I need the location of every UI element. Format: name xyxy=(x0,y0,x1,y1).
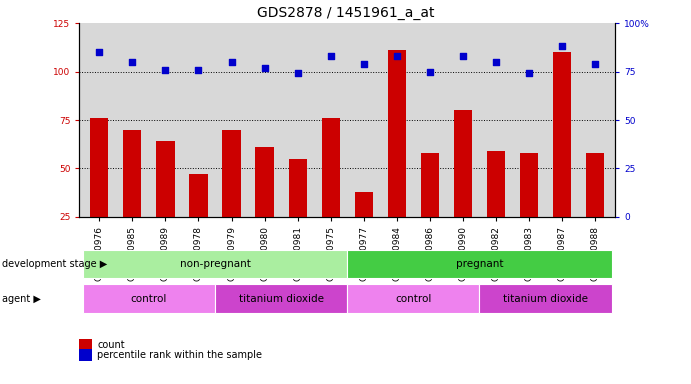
Text: titanium dioxide: titanium dioxide xyxy=(503,293,588,304)
Point xyxy=(259,65,270,71)
Point xyxy=(325,53,337,59)
Text: count: count xyxy=(97,340,125,350)
Point xyxy=(358,61,369,67)
Text: control: control xyxy=(131,293,167,304)
Text: development stage ▶: development stage ▶ xyxy=(2,259,107,269)
Bar xyxy=(321,118,340,217)
Point xyxy=(94,49,105,55)
Point xyxy=(424,68,435,74)
Text: percentile rank within the sample: percentile rank within the sample xyxy=(97,350,263,360)
Point xyxy=(160,66,171,73)
Text: GDS2878 / 1451961_a_at: GDS2878 / 1451961_a_at xyxy=(257,6,434,20)
Bar xyxy=(123,130,142,217)
Point xyxy=(524,70,535,76)
Bar xyxy=(91,118,108,217)
Bar xyxy=(487,151,505,217)
Bar xyxy=(156,141,175,217)
Bar xyxy=(421,153,439,217)
Bar xyxy=(553,52,571,217)
Point xyxy=(226,59,237,65)
Bar xyxy=(520,153,538,217)
Point xyxy=(491,59,502,65)
Text: non-pregnant: non-pregnant xyxy=(180,259,250,269)
Text: control: control xyxy=(395,293,431,304)
Bar xyxy=(388,50,406,217)
Point xyxy=(589,61,600,67)
Bar xyxy=(454,110,472,217)
Text: agent ▶: agent ▶ xyxy=(2,293,41,304)
Text: pregnant: pregnant xyxy=(455,259,503,269)
Bar xyxy=(586,153,604,217)
Bar xyxy=(289,159,307,217)
Point xyxy=(193,66,204,73)
Bar xyxy=(256,147,274,217)
Point xyxy=(391,53,402,59)
Bar xyxy=(223,130,240,217)
Point xyxy=(457,53,468,59)
Point xyxy=(127,59,138,65)
Point xyxy=(292,70,303,76)
Bar xyxy=(189,174,207,217)
Text: titanium dioxide: titanium dioxide xyxy=(238,293,323,304)
Bar xyxy=(354,192,373,217)
Point xyxy=(556,43,567,50)
